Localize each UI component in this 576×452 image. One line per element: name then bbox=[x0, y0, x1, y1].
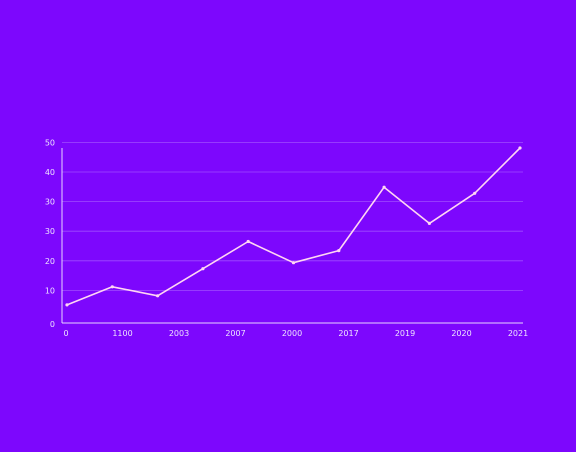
grid-lines bbox=[62, 141, 523, 291]
x-tick-label: 2017 bbox=[338, 329, 358, 338]
x-tick-labels: 0 1100 2003 2007 2000 2017 2019 2020 2021 bbox=[63, 329, 528, 338]
y-tick-label: 40 bbox=[45, 168, 55, 177]
y-tick-label: 50 bbox=[45, 138, 55, 147]
data-point bbox=[65, 303, 69, 307]
data-point bbox=[473, 191, 477, 195]
data-point bbox=[156, 294, 160, 298]
x-tick-label: 2021 bbox=[508, 329, 528, 338]
data-point bbox=[382, 185, 386, 189]
y-tick-labels: 0 10 20 30 30 40 50 bbox=[45, 138, 55, 329]
x-tick-label: 2000 bbox=[282, 329, 302, 338]
data-point bbox=[110, 285, 114, 289]
x-tick-label: 2003 bbox=[169, 329, 189, 338]
y-tick-label: 0 bbox=[50, 320, 55, 329]
data-point bbox=[201, 267, 205, 271]
x-tick-label: 0 bbox=[63, 329, 68, 338]
data-point bbox=[427, 221, 431, 225]
series bbox=[65, 146, 522, 307]
series-line bbox=[66, 147, 521, 306]
x-tick-label: 2007 bbox=[225, 329, 245, 338]
x-tick-label: 1100 bbox=[112, 329, 132, 338]
axes bbox=[61, 148, 523, 324]
data-point bbox=[518, 146, 522, 150]
y-tick-label: 20 bbox=[45, 257, 55, 266]
x-tick-label: 2020 bbox=[451, 329, 471, 338]
y-tick-label: 30 bbox=[45, 198, 55, 207]
data-point bbox=[337, 249, 341, 253]
data-point bbox=[246, 239, 250, 244]
x-tick-label: 2019 bbox=[395, 329, 415, 338]
data-point bbox=[291, 261, 296, 265]
y-tick-label: 10 bbox=[45, 286, 55, 295]
y-tick-label: 30 bbox=[45, 227, 55, 236]
